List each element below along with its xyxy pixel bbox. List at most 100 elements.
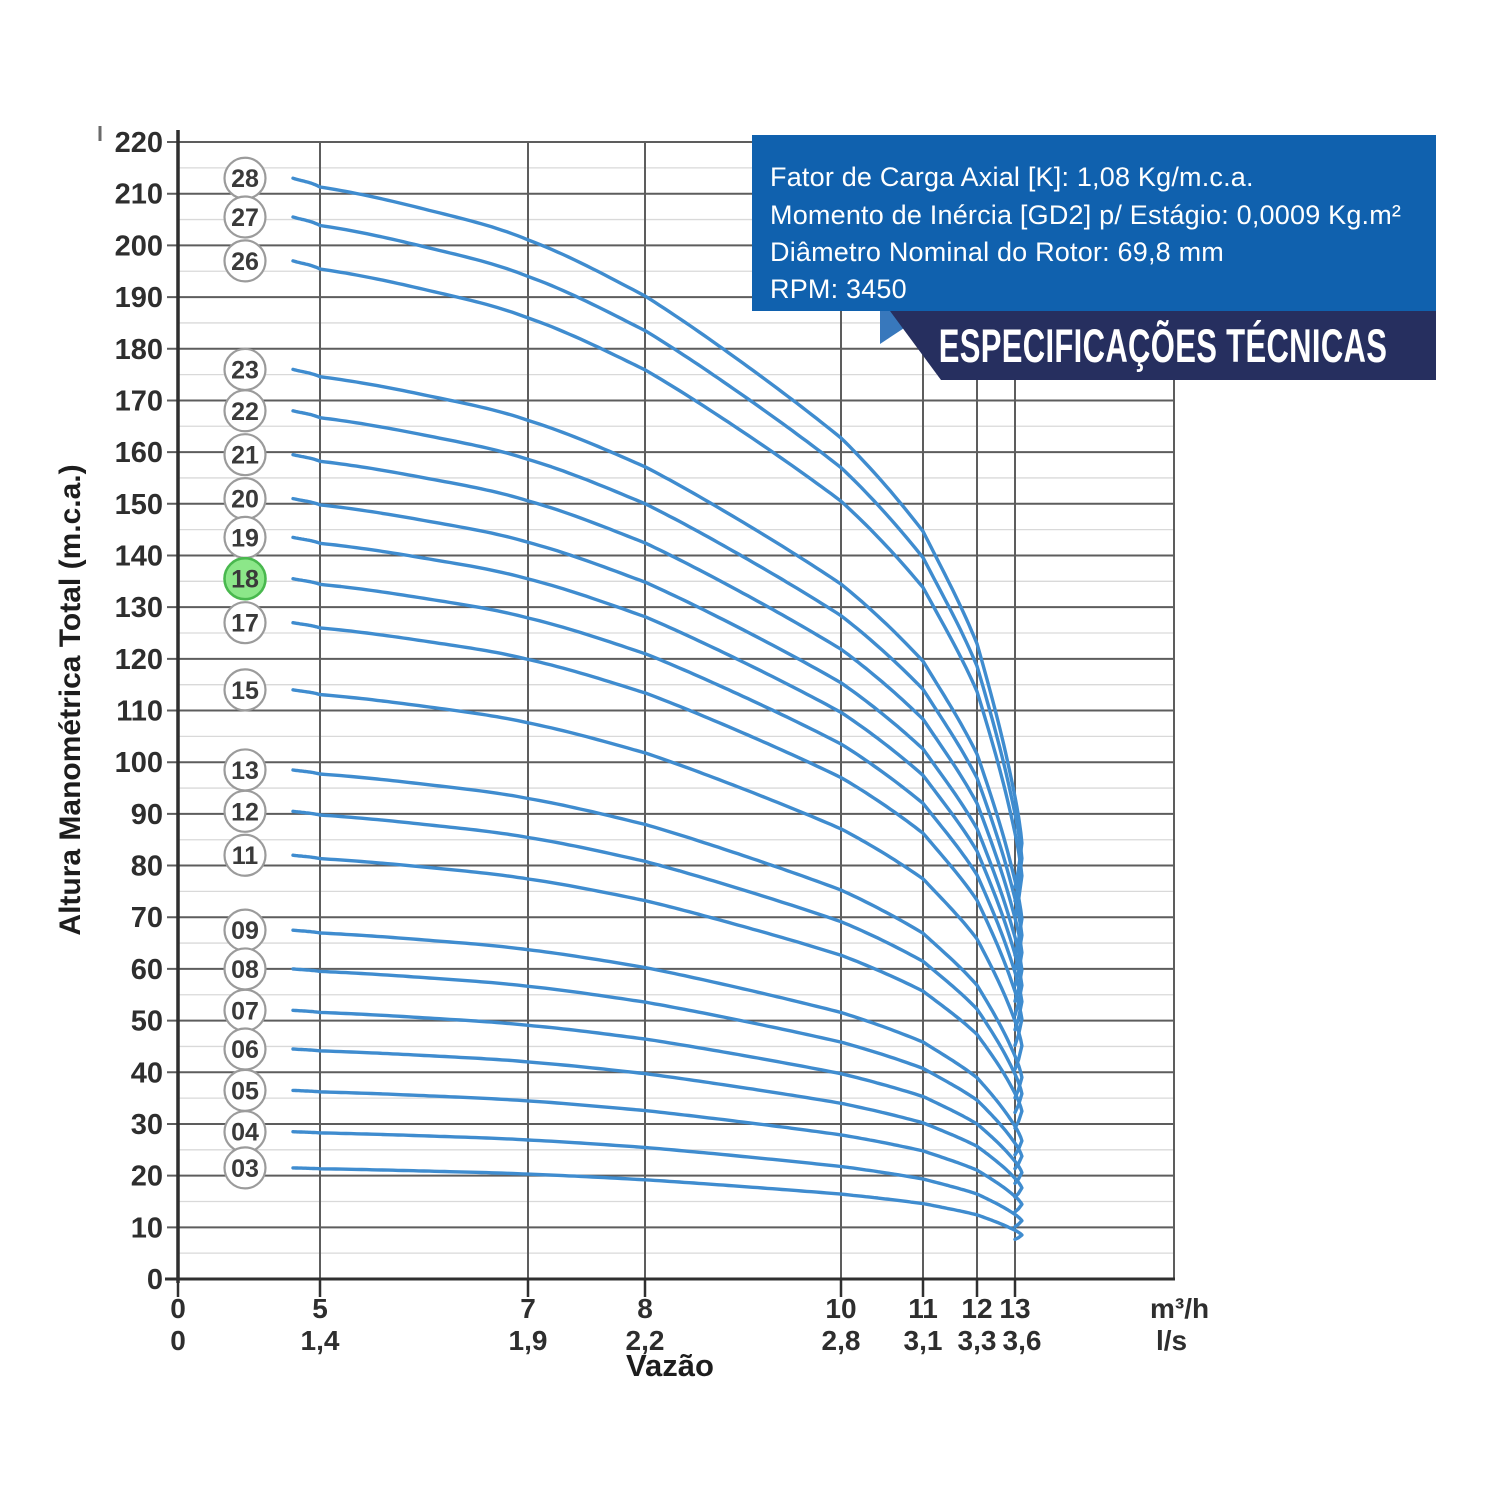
stage-badge-label: 27 — [231, 204, 259, 232]
stage-badge-03: 03 — [223, 1146, 267, 1190]
pump-curve-stage-23 — [291, 367, 1024, 957]
x-tick-m3h-12: 12 — [961, 1293, 992, 1324]
x-tick-ls-2,8: 2,8 — [822, 1325, 861, 1356]
stage-badge-label: 13 — [231, 757, 259, 785]
pump-curve-stage-04 — [291, 1130, 1024, 1229]
stage-badges-layer: 28 27 26 23 22 21 20 19 18 17 15 13 12 11 09 08 07 06 05 04… — [223, 156, 267, 1190]
y-tick-label-150: 150 — [115, 489, 163, 521]
pump-curve-stage-28 — [291, 176, 1024, 889]
stage-badge-04: 04 — [223, 1110, 267, 1154]
stage-badge-label: 06 — [231, 1036, 259, 1064]
stage-badge-circle — [223, 239, 267, 283]
pump-curve-stage-21 — [291, 453, 1024, 988]
stage-badge-label: 07 — [231, 997, 259, 1025]
stage-badge-circle — [223, 789, 267, 833]
stage-badge-08: 08 — [223, 947, 267, 991]
spec-line-axial-load: Fator de Carga Axial [K]: 1,08 Kg/m.c.a. — [770, 162, 1254, 192]
pump-curve-stage-06 — [291, 1047, 1024, 1199]
y-tick-label-170: 170 — [115, 385, 163, 417]
stage-badge-17: 17 — [223, 601, 267, 645]
stage-badge-label: 23 — [231, 356, 259, 384]
x-tick-ls-1,9: 1,9 — [509, 1325, 548, 1356]
stage-badge-label: 05 — [231, 1077, 259, 1105]
stage-badge-label: 03 — [231, 1155, 259, 1183]
stage-badge-circle — [223, 833, 267, 877]
x-tick-m3h-10: 10 — [825, 1293, 856, 1324]
stage-badge-09: 09 — [223, 908, 267, 952]
y-tick-label-220: 220 — [115, 127, 163, 159]
stage-badge-circle — [223, 601, 267, 645]
x-tick-m3h-7: 7 — [520, 1293, 536, 1324]
spec-banner-title: ESPECIFICAÇÕES TÉCNICAS — [939, 318, 1388, 372]
stage-badge-11: 11 — [223, 833, 267, 877]
y-tick-label-70: 70 — [131, 902, 163, 934]
stage-badge-15: 15 — [223, 668, 267, 712]
y-tick-label-50: 50 — [131, 1006, 163, 1038]
stage-badge-07: 07 — [223, 988, 267, 1032]
spec-line-rotor-diam: Diâmetro Nominal do Rotor: 69,8 mm — [770, 237, 1224, 267]
spec-banner-title-group: ESPECIFICAÇÕES TÉCNICAS — [939, 318, 1388, 372]
stage-badge-label: 26 — [231, 248, 259, 276]
stage-badge-20: 20 — [223, 477, 267, 521]
y-tick-label-100: 100 — [115, 747, 163, 779]
axis-labels-layer: 0102030405060708090100110120130140150160… — [115, 127, 1042, 1356]
stage-badge-06: 06 — [223, 1027, 267, 1071]
y-tick-label-130: 130 — [115, 592, 163, 624]
stage-badge-circle — [223, 433, 267, 477]
x-tick-m3h-0: 0 — [170, 1293, 186, 1324]
y-axis-title: Altura Manométrica Total (m.c.a.) — [54, 464, 87, 935]
x-axis-title: Vazão — [626, 1348, 714, 1383]
y-tick-label-90: 90 — [131, 799, 163, 831]
y-tick-label-180: 180 — [115, 334, 163, 366]
y-tick-label-20: 20 — [131, 1161, 163, 1193]
stage-badge-circle — [223, 668, 267, 712]
stage-badge-05: 05 — [223, 1068, 267, 1112]
stage-badge-label: 28 — [231, 165, 259, 193]
y-tick-label-210: 210 — [115, 179, 163, 211]
stage-badge-26: 26 — [223, 239, 267, 283]
spec-line-inertia: Momento de Inércia [GD2] p/ Estágio: 0,0… — [770, 200, 1401, 230]
spec-box — [752, 135, 1436, 311]
x-tick-ls-3,6: 3,6 — [1003, 1325, 1042, 1356]
x-tick-m3h-13: 13 — [999, 1293, 1030, 1324]
stage-badge-label: 08 — [231, 956, 259, 984]
x-unit-m3h: m³/h — [1150, 1293, 1209, 1324]
pump-curve-stage-20 — [291, 496, 1024, 1003]
y-tick-label-110: 110 — [116, 696, 163, 728]
x-tick-m3h-11: 11 — [908, 1293, 938, 1324]
y-tick-label-10: 10 — [131, 1212, 163, 1244]
pump-curve-stage-13 — [291, 768, 1024, 1100]
stage-badge-label: 21 — [231, 442, 259, 470]
stage-badge-label: 12 — [231, 798, 259, 826]
stage-badge-label: 09 — [231, 917, 259, 945]
stage-badge-label: 22 — [231, 398, 259, 426]
spec-line-rpm: RPM: 3450 — [770, 274, 907, 304]
pump-curve-stage-12 — [291, 809, 1024, 1115]
pump-curve-stage-19 — [291, 535, 1024, 1017]
pump-curve-stage-05 — [291, 1088, 1024, 1214]
stage-badge-circle-highlighted — [223, 556, 267, 601]
pump-curve-stage-15 — [291, 688, 1024, 1071]
stage-badge-12: 12 — [223, 789, 267, 833]
x-tick-ls-1,4: 1,4 — [301, 1325, 340, 1356]
pump-curve-stage-22 — [291, 409, 1024, 972]
stage-badge-label: 20 — [231, 486, 259, 514]
stage-badge-label: 11 — [232, 842, 259, 870]
x-unit-ls: l/s — [1156, 1325, 1187, 1356]
stage-badge-circle — [223, 1146, 267, 1190]
stage-badge-circle — [223, 195, 267, 239]
pump-curve-stage-09 — [291, 928, 1024, 1157]
y-tick-label-30: 30 — [131, 1109, 163, 1141]
y-tick-label-160: 160 — [115, 437, 163, 469]
stage-badge-28: 28 — [223, 156, 267, 200]
stage-badge-label: 04 — [231, 1119, 259, 1147]
pump-curve-stage-18 — [291, 577, 1024, 1032]
y-tick-label-190: 190 — [115, 282, 163, 314]
x-tick-ls-3,3: 3,3 — [958, 1325, 997, 1356]
x-tick-m3h-8: 8 — [637, 1293, 653, 1324]
y-tick-label-0: 0 — [147, 1264, 163, 1296]
curves-layer — [291, 176, 1024, 1242]
y-tick-label-40: 40 — [131, 1057, 163, 1089]
y-tick-label-80: 80 — [131, 851, 163, 883]
